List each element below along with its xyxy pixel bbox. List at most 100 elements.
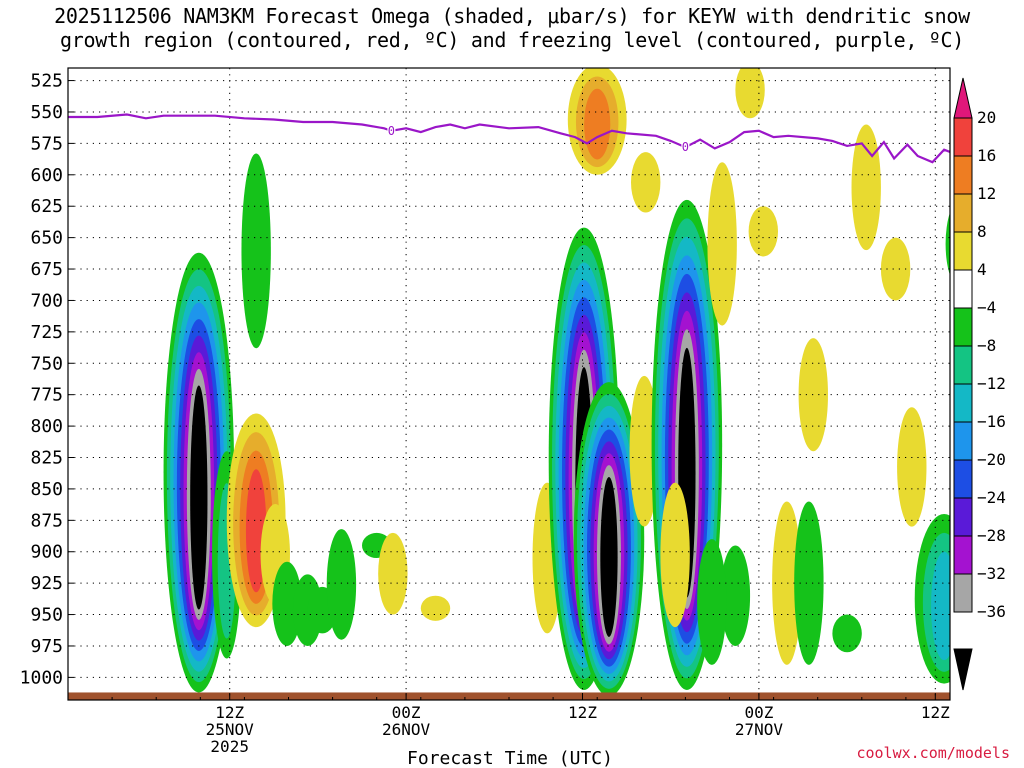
chart-title: 2025112506 NAM3KM Forecast Omega (shaded… (0, 4, 1024, 52)
y-axis: 525 550 575 600 625 650 675 700 725 750 775 800 825 8… (20, 71, 74, 688)
x-axis-title: Forecast Time (UTC) (407, 748, 613, 768)
omega-cell (735, 68, 765, 119)
colorbar-label: −4 (977, 298, 996, 317)
x-tick-label: 00Z (744, 703, 773, 722)
colorbar-segment (953, 421, 973, 461)
omega-level-pos-1 (748, 206, 779, 257)
omega-level-pos-1 (798, 338, 828, 452)
omega-level-neg-3 (931, 551, 950, 661)
y-tick-label: 725 (30, 322, 63, 343)
colorbar-segment (953, 535, 973, 575)
x-tick-label: 2025 (210, 737, 249, 756)
y-tick-label: 900 (30, 542, 63, 563)
omega-cell (163, 252, 235, 693)
omega-level-pos-1 (897, 407, 927, 527)
omega-cell (241, 153, 271, 349)
colorbar-label: 8 (977, 222, 987, 241)
chart-title-line1: 2025112506 NAM3KM Forecast Omega (shaded… (54, 4, 970, 28)
omega-level-neg-1 (697, 539, 727, 665)
y-tick-label: 775 (30, 385, 63, 406)
y-tick-label: 600 (30, 165, 63, 186)
colorbar-label: −20 (977, 450, 1006, 469)
omega-shading-layer (163, 68, 950, 697)
omega-level-neg-1 (794, 501, 824, 665)
omega-level-neg-1 (945, 212, 950, 276)
omega-level-pos-1 (378, 532, 408, 615)
omega-cell (897, 407, 927, 527)
omega-cell (798, 338, 828, 452)
y-tick-label: 975 (30, 636, 63, 657)
x-tick-label: 00Z (392, 703, 421, 722)
omega-level-pos-1 (707, 162, 737, 326)
omega-cell (660, 482, 690, 628)
colorbar-segment (953, 497, 973, 537)
x-tick-label: 27NOV (735, 720, 784, 739)
omega-cell (880, 237, 911, 301)
colorbar-segment (953, 269, 973, 309)
omega-cell (832, 614, 862, 653)
omega-cell (772, 501, 802, 665)
y-tick-label: 575 (30, 133, 63, 154)
omega-cell (326, 529, 357, 640)
omega-cell (420, 595, 451, 621)
omega-level-neg-1 (832, 614, 862, 653)
colorbar-segment (953, 231, 973, 271)
colorbar-segment (953, 307, 973, 347)
omega-level-neg-1 (326, 529, 357, 640)
y-tick-label: 625 (30, 196, 63, 217)
colorbar-label: −12 (977, 374, 1006, 393)
colorbar-label: −28 (977, 526, 1006, 545)
colorbar-segment (953, 573, 973, 613)
omega-level-pos-1 (772, 501, 802, 665)
colorbar-label: −16 (977, 412, 1006, 431)
colorbar-label: 16 (977, 146, 996, 165)
omega-level-pos-1 (660, 482, 690, 628)
freezing-label-background (387, 122, 396, 137)
colorbar: 20 16 12 8 4 −4 −8 −12 −16 −20 −24 −28 −32 −36 (953, 77, 1006, 691)
y-tick-label: 950 (30, 605, 63, 626)
y-tick-label: 550 (30, 102, 63, 123)
freezing-level-line (68, 113, 950, 164)
grid-layer (68, 68, 950, 700)
omega-cell (794, 501, 824, 665)
y-tick-label: 850 (30, 479, 63, 500)
x-tick-label: 12Z (568, 703, 597, 722)
omega-level-neg-10 (193, 402, 205, 600)
colorbar-bottom-arrow (953, 648, 973, 691)
omega-cell (378, 532, 408, 615)
omega-cell (914, 514, 950, 684)
omega-cell (707, 162, 737, 326)
colorbar-label: 4 (977, 260, 987, 279)
y-tick-label: 700 (30, 290, 63, 311)
freezing-level-contour-layer: 00 (68, 113, 950, 164)
y-tick-label: 1000 (20, 667, 63, 688)
x-tick-label: 12Z (215, 703, 244, 722)
x-tick-label: 12Z (921, 703, 950, 722)
y-tick-label: 650 (30, 228, 63, 249)
colorbar-segment (953, 345, 973, 385)
surface-terrain (68, 692, 950, 700)
colorbar-label: 12 (977, 184, 996, 203)
omega-level-pos-1 (735, 68, 765, 119)
y-tick-label: 525 (30, 71, 63, 92)
surface-terrain-layer (68, 692, 950, 700)
omega-cell (697, 539, 727, 665)
omega-level-pos-1 (631, 152, 661, 213)
colorbar-segment (953, 193, 973, 233)
omega-cell (631, 152, 661, 213)
colorbar-label: −8 (977, 336, 996, 355)
colorbar-label: −36 (977, 602, 1006, 621)
freezing-label-background (681, 139, 690, 154)
omega-level-pos-1 (880, 237, 911, 301)
y-tick-label: 875 (30, 510, 63, 531)
colorbar-segment (953, 155, 973, 195)
chart-title-line2: growth region (contoured, red, ºC) and f… (59, 28, 965, 52)
omega-level-neg-1 (720, 545, 751, 646)
credit-text: coolwx.com/models (856, 744, 1010, 762)
omega-cell (748, 206, 779, 257)
y-tick-label: 825 (30, 448, 63, 469)
freezing-level-label: 0 (682, 140, 689, 154)
colorbar-label: −24 (977, 488, 1006, 507)
x-tick-label: 26NOV (382, 720, 431, 739)
omega-level-neg-10 (603, 488, 615, 630)
